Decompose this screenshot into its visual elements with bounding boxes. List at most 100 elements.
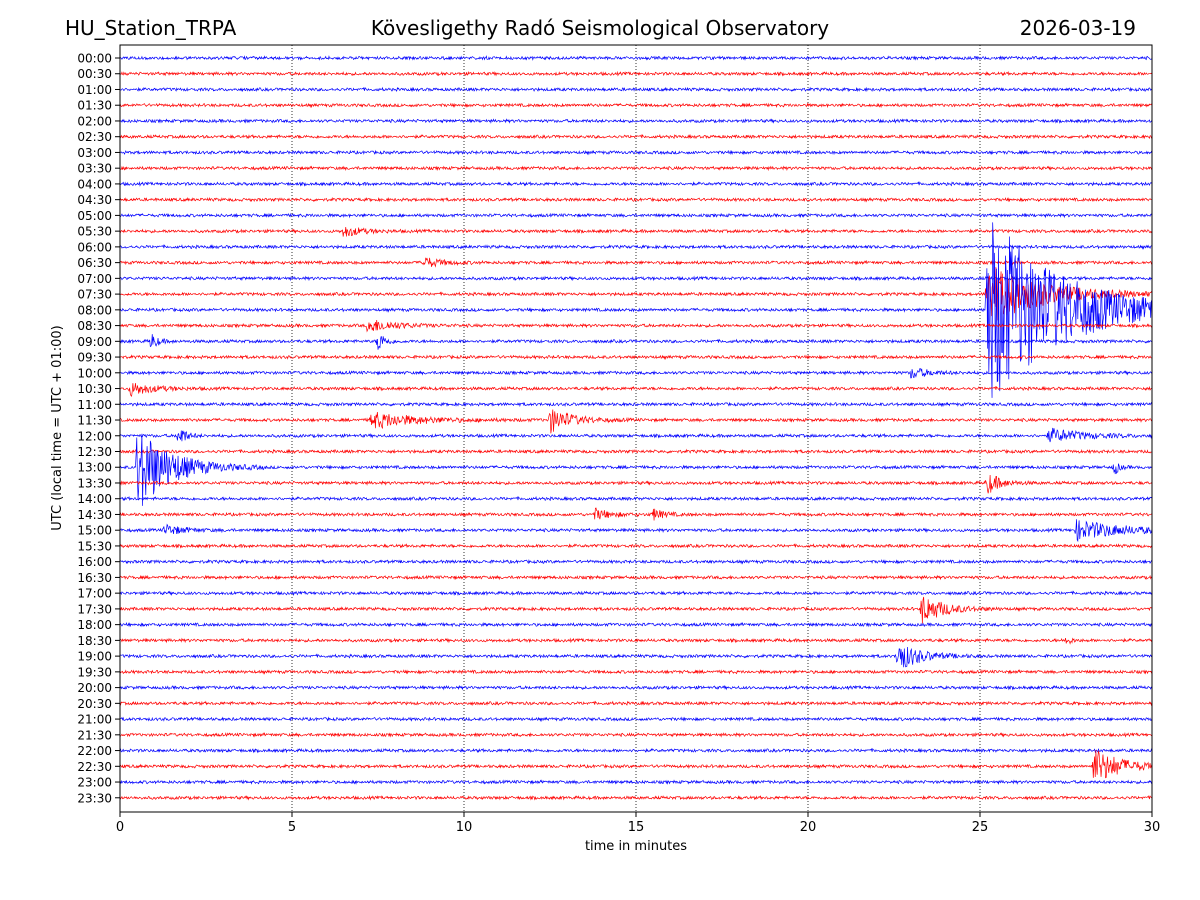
trace-row-22: [120, 401, 1152, 408]
y-tick-label-41: 20:30: [77, 697, 112, 711]
trace-row-42: [120, 716, 1152, 722]
y-tick-label-13: 06:30: [77, 256, 112, 270]
trace-row-14: [120, 275, 1152, 282]
y-tick-label-6: 03:00: [77, 146, 112, 160]
y-tick-label-4: 02:00: [77, 114, 112, 128]
y-tick-label-20: 10:00: [77, 366, 112, 380]
trace-row-5: [120, 133, 1152, 140]
y-tick-label-16: 08:00: [77, 303, 112, 317]
y-tick-label-26: 13:00: [77, 461, 112, 475]
y-tick-label-1: 00:30: [77, 67, 112, 81]
trace-row-28: [120, 495, 1152, 502]
trace-row-18: [120, 334, 1152, 350]
trace-row-12: [120, 244, 1152, 250]
trace-row-1: [120, 70, 1152, 77]
x-axis-label: time in minutes: [585, 839, 687, 854]
trace-row-26: [120, 433, 1152, 506]
trace-row-15: [120, 267, 1152, 321]
y-tick-label-0: 00:00: [77, 52, 112, 66]
y-tick-label-45: 22:30: [77, 760, 112, 774]
y-tick-label-29: 14:30: [77, 508, 112, 522]
y-tick-label-21: 10:30: [77, 382, 112, 396]
trace-row-20: [120, 368, 1152, 379]
y-tick-label-10: 05:00: [77, 209, 112, 223]
trace-row-31: [120, 543, 1152, 549]
trace-row-47: [120, 794, 1152, 801]
y-tick-label-40: 20:00: [77, 681, 112, 695]
trace-row-39: [120, 669, 1152, 675]
trace-row-36: [120, 621, 1152, 628]
trace-row-24: [120, 427, 1152, 443]
trace-row-44: [120, 747, 1152, 754]
trace-row-32: [120, 558, 1152, 565]
chart-date: 2026-03-19: [1019, 16, 1136, 40]
x-tick-label-0: 0: [116, 820, 124, 835]
x-tick-label-15: 15: [628, 820, 645, 835]
trace-row-8: [120, 181, 1152, 187]
y-tick-label-47: 23:30: [77, 791, 112, 805]
y-tick-label-11: 05:30: [77, 225, 112, 239]
trace-row-38: [120, 647, 1152, 668]
y-tick-label-30: 15:00: [77, 524, 112, 538]
y-tick-label-14: 07:00: [77, 272, 112, 286]
trace-row-3: [120, 102, 1152, 109]
x-tick-label-20: 20: [800, 820, 817, 835]
trace-row-9: [120, 196, 1152, 203]
y-tick-label-46: 23:00: [77, 776, 112, 790]
trace-row-40: [120, 684, 1152, 691]
y-tick-label-33: 16:30: [77, 571, 112, 585]
y-tick-label-43: 21:30: [77, 728, 112, 742]
trace-row-17: [120, 320, 1152, 333]
trace-row-29: [120, 507, 1152, 521]
trace-row-41: [120, 700, 1152, 707]
y-tick-label-22: 11:00: [77, 398, 112, 412]
trace-row-30: [120, 519, 1152, 543]
y-tick-label-5: 02:30: [77, 130, 112, 144]
y-tick-label-23: 11:30: [77, 414, 112, 428]
trace-row-23: [120, 409, 1152, 434]
y-tick-label-35: 17:30: [77, 602, 112, 616]
x-tick-label-25: 25: [972, 820, 989, 835]
y-tick-label-19: 09:30: [77, 351, 112, 365]
trace-row-25: [120, 448, 1152, 455]
trace-row-13: [120, 257, 1152, 268]
trace-row-7: [120, 165, 1152, 172]
x-tick-group: 0 5 10 15 20 25 30: [116, 812, 1160, 835]
y-tick-label-24: 12:00: [77, 429, 112, 443]
trace-row-46: [120, 779, 1152, 786]
y-tick-label-27: 13:30: [77, 476, 112, 490]
trace-row-6: [120, 149, 1152, 156]
x-tick-label-10: 10: [456, 820, 473, 835]
y-tick-label-9: 04:30: [77, 193, 112, 207]
y-tick-label-15: 07:30: [77, 288, 112, 302]
y-tick-label-25: 12:30: [77, 445, 112, 459]
station-name: HU_Station_TRPA: [65, 16, 237, 40]
trace-row-43: [120, 731, 1152, 738]
y-tick-label-37: 18:30: [77, 634, 112, 648]
trace-group: [120, 55, 1152, 801]
y-tick-label-12: 06:00: [77, 240, 112, 254]
trace-row-33: [120, 574, 1152, 581]
y-tick-label-7: 03:30: [77, 162, 112, 176]
trace-row-2: [120, 86, 1152, 93]
trace-row-0: [120, 55, 1152, 61]
y-tick-label-18: 09:00: [77, 335, 112, 349]
y-axis-label: UTC (local time = UTC + 01:00): [50, 325, 65, 530]
y-tick-label-38: 19:00: [77, 650, 112, 664]
grid-lines: [291, 45, 981, 812]
trace-row-34: [120, 590, 1152, 597]
y-tick-label-39: 19:30: [77, 665, 112, 679]
x-tick-label-30: 30: [1144, 820, 1161, 835]
trace-row-37: [120, 637, 1152, 645]
chart-title: Kövesligethy Radó Seismological Observat…: [370, 16, 830, 40]
trace-row-11: [120, 226, 1152, 237]
trace-row-35: [120, 596, 1152, 624]
trace-row-21: [120, 383, 1152, 397]
trace-row-10: [120, 212, 1152, 219]
y-tick-label-17: 08:30: [77, 319, 112, 333]
y-tick-label-32: 16:00: [77, 555, 112, 569]
y-tick-label-2: 01:00: [77, 83, 112, 97]
trace-row-45: [120, 749, 1152, 779]
